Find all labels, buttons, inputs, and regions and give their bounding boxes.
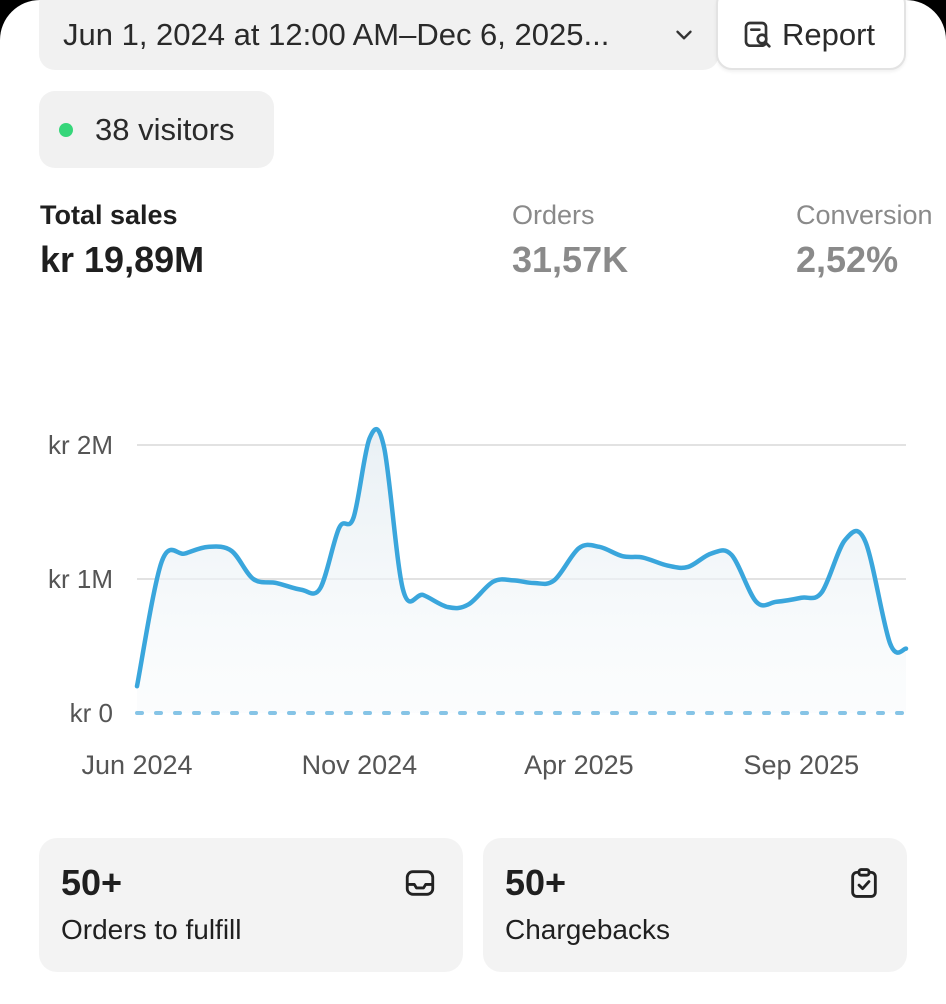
- sales-line-chart[interactable]: kr 2M kr 1M kr 0 Jun 2024 Nov 2024 Apr 2025 S…: [0, 400, 946, 800]
- metric-label: Conversion: [796, 200, 933, 230]
- metric-value: kr 19,89M: [40, 239, 205, 280]
- metric-total-sales[interactable]: Total sales kr 19,89M: [40, 200, 204, 281]
- metric-value: 2,52%: [796, 239, 899, 280]
- inbox-icon: [405, 870, 435, 896]
- report-button[interactable]: Report: [716, 0, 906, 70]
- card-label: Orders to fulfill: [61, 914, 242, 945]
- chevron-down-icon: [676, 30, 692, 40]
- chargebacks-card[interactable]: 50+ Chargebacks: [483, 838, 907, 972]
- report-button-label: Report: [782, 17, 876, 52]
- clipboard-check-icon: [851, 868, 877, 898]
- live-status-dot: [59, 122, 73, 137]
- metric-value: 31,57K: [512, 239, 629, 280]
- metric-label: Orders: [512, 200, 595, 230]
- report-search-icon: [744, 21, 771, 48]
- metric-conversion[interactable]: Conversion 2,52%: [796, 200, 933, 281]
- series-area-fill: [137, 429, 906, 713]
- card-count: 50+: [505, 862, 567, 903]
- x-tick-label: Sep 2025: [744, 750, 860, 780]
- live-visitors-badge[interactable]: 38 visitors: [39, 91, 274, 168]
- y-tick-label: kr 1M: [48, 564, 113, 594]
- date-range-selector[interactable]: Jun 1, 2024 at 12:00 AM–Dec 6, 2025...: [39, 0, 719, 70]
- date-range-label: Jun 1, 2024 at 12:00 AM–Dec 6, 2025...: [63, 17, 610, 52]
- card-count: 50+: [61, 862, 123, 903]
- y-tick-label: kr 2M: [48, 430, 113, 460]
- x-tick-label: Jun 2024: [81, 750, 192, 780]
- y-tick-label: kr 0: [70, 698, 113, 728]
- metric-label: Total sales: [40, 200, 178, 230]
- card-label: Chargebacks: [505, 914, 670, 945]
- sales-series-line[interactable]: [134, 426, 909, 689]
- x-tick-label: Nov 2024: [302, 750, 418, 780]
- visitors-label: 38 visitors: [95, 111, 235, 147]
- orders-to-fulfill-card[interactable]: 50+ Orders to fulfill: [39, 838, 463, 972]
- x-tick-label: Apr 2025: [524, 750, 634, 780]
- metric-orders[interactable]: Orders 31,57K: [512, 200, 628, 281]
